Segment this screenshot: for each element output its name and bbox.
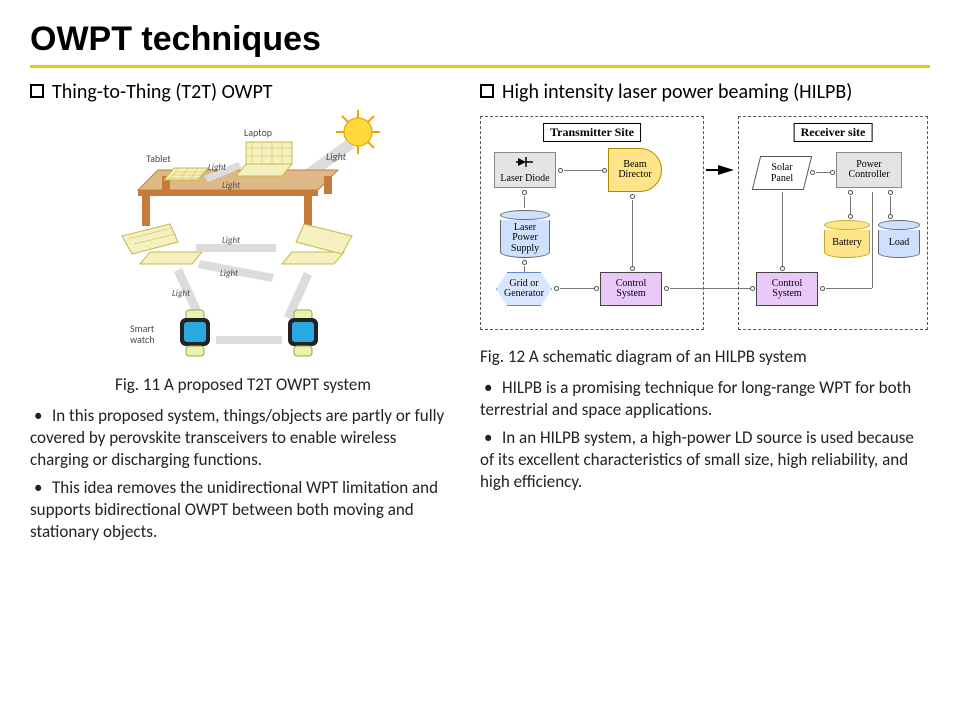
port-icon [848,190,853,195]
rx-panel-title: Receiver site [794,123,873,142]
wire [524,266,525,272]
beam-director-label: Beam Director [618,160,651,181]
left-heading-text: Thing-to-Thing (T2T) OWPT [52,80,272,104]
tx-control-label: Control System [616,279,647,300]
port-icon [630,266,635,271]
wire [632,200,633,268]
port-icon [558,168,563,173]
port-icon [810,170,815,175]
grid-label: Grid or Generator [504,279,544,300]
wire [890,196,891,216]
laser-diode-node: Laser Diode [494,152,556,188]
light-label-3: Light [222,180,241,191]
port-icon [522,260,527,265]
load-label: Load [889,238,910,249]
right-column: High intensity laser power beaming (HILP… [480,80,930,550]
tablet-label: Tablet [146,152,171,165]
battery-node: Battery [824,220,870,258]
square-bullet-icon [480,84,494,98]
rx-control-label: Control System [772,279,803,300]
port-icon [594,286,599,291]
grid-node: Grid or Generator [496,272,552,306]
rx-control-node: Control System [756,272,818,306]
wire [850,196,851,216]
title-underline [30,65,930,68]
light-label-6: Light [172,288,191,299]
light-label-5: Light [220,268,239,279]
left-heading: Thing-to-Thing (T2T) OWPT [30,80,456,104]
left-figure: Light [30,110,456,370]
port-icon [830,170,835,175]
bullet-item: In this proposed system, things/objects … [30,405,456,471]
port-icon [750,286,755,291]
left-bullets: In this proposed system, things/objects … [30,405,456,544]
laser-psu-node: Laser Power Supply [500,210,550,258]
right-caption: Fig. 12 A schematic diagram of an HILPB … [480,346,930,367]
bullet-item: HILPB is a promising technique for long-… [480,377,930,421]
laser-diode-label: Laser Diode [500,174,549,185]
left-caption: Fig. 11 A proposed T2T OWPT system [30,374,456,395]
load-node: Load [878,220,920,258]
wire [826,288,872,289]
right-heading-text: High intensity laser power beaming (HILP… [502,80,852,104]
solar-panel-node: Solar Panel [756,156,808,190]
light-label-4: Light [222,235,241,246]
slide: OWPT techniques Thing-to-Thing (T2T) OWP… [0,0,960,570]
wire [560,288,596,289]
port-icon [522,190,527,195]
battery-label: Battery [832,238,861,249]
right-bullets: HILPB is a promising technique for long-… [480,377,930,493]
port-icon [888,214,893,219]
light-label: Light [326,150,347,163]
port-icon [664,286,669,291]
tx-panel-title: Transmitter Site [543,123,641,142]
two-column-layout: Thing-to-Thing (T2T) OWPT [30,80,930,550]
port-icon [780,266,785,271]
port-icon [554,286,559,291]
port-icon [602,168,607,173]
power-controller-node: Power Controller [836,152,902,188]
bullet-item: This idea removes the unidirectional WPT… [30,477,456,543]
square-bullet-icon [30,84,44,98]
port-icon [888,190,893,195]
wire [564,170,604,171]
port-icon [630,194,635,199]
hilpb-diagram: Transmitter Site Receiver site Laser Dio… [480,112,930,342]
laptop-label: Laptop [244,126,272,139]
bullet-item: In an HILPB system, a high-power LD sour… [480,427,930,493]
left-column: Thing-to-Thing (T2T) OWPT [30,80,456,550]
t2t-illustration: Light [68,110,418,370]
port-icon [848,214,853,219]
slide-title: OWPT techniques [30,20,930,59]
tx-control-node: Control System [600,272,662,306]
right-figure: Transmitter Site Receiver site Laser Dio… [480,112,930,342]
wire [782,192,783,268]
smartwatch-label: Smartwatch [130,322,155,346]
power-controller-label: Power Controller [848,160,889,181]
laser-psu-label: Laser Power Supply [511,223,539,255]
light-label-2: Light [208,162,227,173]
beam-director-node: Beam Director [608,148,662,192]
wire [524,196,525,208]
wire [872,192,873,288]
solar-panel-label: Solar Panel [771,163,793,184]
port-icon [820,286,825,291]
right-heading: High intensity laser power beaming (HILP… [480,80,930,104]
beam-arrow-icon [718,165,734,175]
wire [670,288,750,289]
